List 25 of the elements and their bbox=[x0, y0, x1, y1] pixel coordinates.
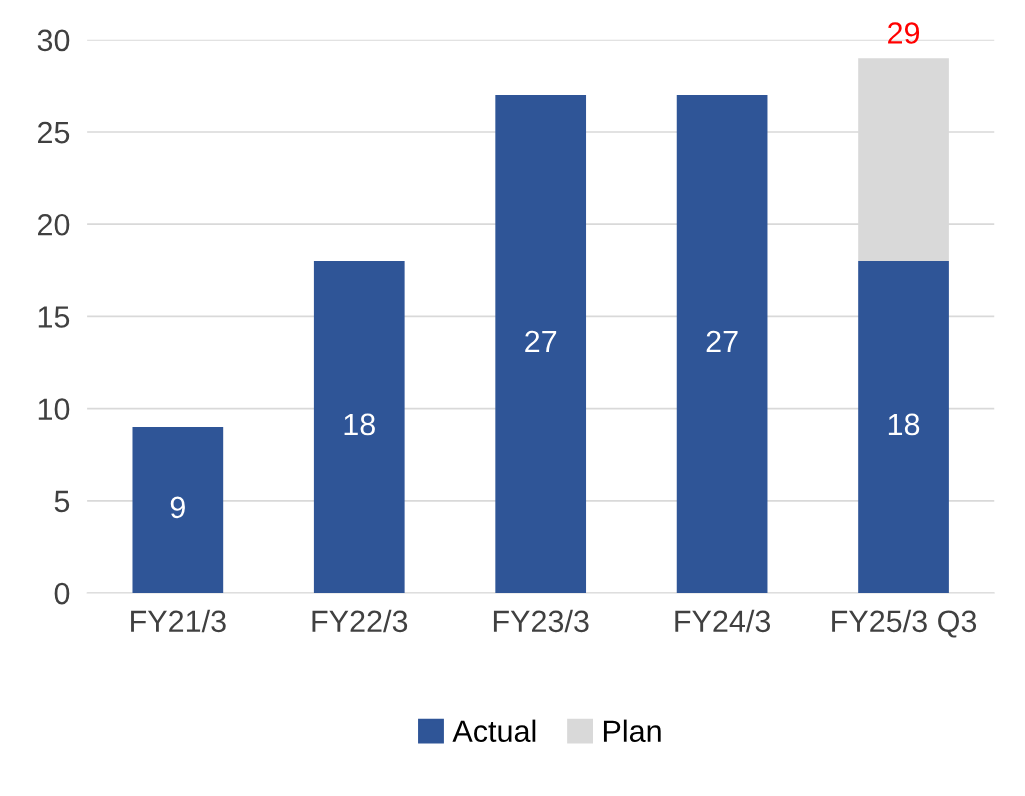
bar bbox=[495, 95, 587, 594]
y-tick-label: 10 bbox=[38, 398, 70, 420]
data-label: 9 bbox=[170, 496, 185, 519]
data-label: 18 bbox=[344, 413, 375, 436]
y-tick-label: 20 bbox=[38, 213, 70, 236]
legend-label: Actual bbox=[452, 719, 536, 743]
data-label: 27 bbox=[706, 330, 738, 352]
y-tick-label: 30 bbox=[37, 29, 70, 52]
y-tick-label: 0 bbox=[54, 582, 70, 605]
x-tick-label: FY23/3 bbox=[493, 609, 589, 633]
total-label: 29 bbox=[888, 22, 920, 44]
bar bbox=[858, 261, 949, 594]
y-tick-label: 15 bbox=[38, 306, 70, 328]
legend-label: Plan bbox=[603, 719, 661, 743]
bar bbox=[676, 95, 768, 594]
y-tick-label: 5 bbox=[54, 490, 70, 513]
x-tick-label: FY21/3 bbox=[131, 609, 226, 633]
data-label: 27 bbox=[525, 330, 557, 352]
x-tick-label: FY24/3 bbox=[675, 609, 771, 633]
x-tick-label: FY22/3 bbox=[312, 609, 408, 633]
bar bbox=[313, 261, 405, 594]
y-tick-label: 25 bbox=[38, 121, 70, 144]
data-label: 18 bbox=[888, 413, 920, 436]
x-tick-label: FY25/3 Q3 bbox=[832, 609, 977, 638]
bar bbox=[132, 427, 224, 594]
